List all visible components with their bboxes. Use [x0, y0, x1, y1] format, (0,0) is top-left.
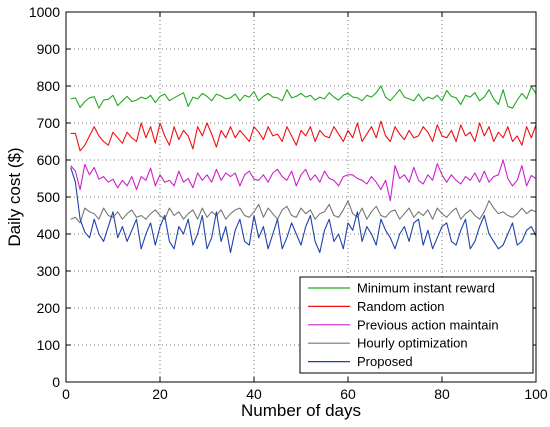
legend-label-previous-action-maintain: Previous action maintain [357, 317, 499, 332]
y-tick-label: 700 [37, 115, 61, 131]
legend-label-minimum-instant-reward: Minimum instant reward [357, 281, 495, 296]
axis-ticks: 0 20 40 60 80 1000100200300400500600700800900… [29, 4, 548, 402]
y-tick-label: 200 [37, 300, 61, 316]
x-tick-label: 80 [434, 386, 450, 402]
y-axis-label: Daily cost ($) [5, 147, 24, 246]
legend-label-hourly-optimization: Hourly optimization [357, 336, 468, 351]
y-tick-label: 400 [37, 226, 61, 242]
series-line-random-action [70, 120, 537, 152]
x-tick-label: 60 [340, 386, 356, 402]
series-line-minimum-instant-reward [70, 85, 537, 109]
y-tick-label: 100 [37, 337, 61, 353]
x-tick-label: 100 [524, 386, 548, 402]
series-line-previous-action-maintain [70, 159, 537, 202]
x-tick-label: 20 [152, 386, 168, 402]
legend-label-proposed: Proposed [357, 354, 413, 369]
legend-label-random-action: Random action [357, 299, 444, 314]
series-line-hourly-optimization [70, 200, 537, 224]
y-tick-label: 1000 [29, 4, 60, 20]
y-tick-label: 500 [37, 189, 61, 205]
legend: Minimum instant reward Random action Previ… [299, 276, 534, 374]
y-tick-label: 0 [52, 374, 60, 390]
y-tick-label: 800 [37, 78, 61, 94]
y-tick-label: 900 [37, 41, 61, 57]
y-tick-label: 300 [37, 263, 61, 279]
x-tick-label: 40 [246, 386, 262, 402]
x-tick-label: 0 [62, 386, 70, 402]
data-series [70, 85, 537, 254]
series-line-proposed [70, 167, 537, 254]
y-tick-label: 600 [37, 152, 61, 168]
x-axis-label: Number of days [241, 401, 361, 420]
